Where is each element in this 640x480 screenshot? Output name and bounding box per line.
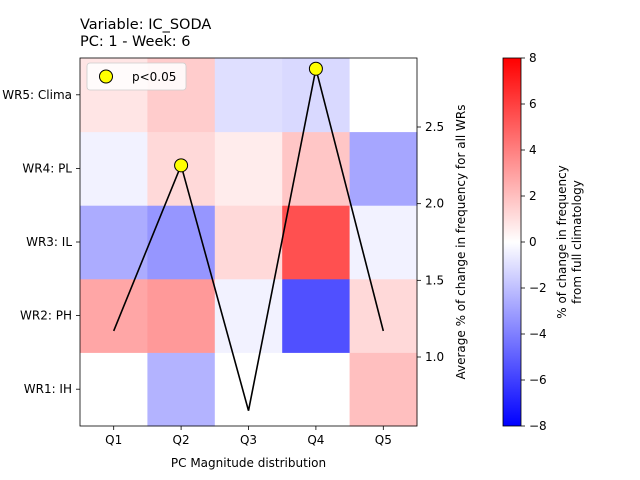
heatmap-cell: [349, 58, 418, 133]
legend-marker: [99, 69, 113, 84]
x-tick-label: Q1: [105, 433, 122, 447]
heatmap-cell: [80, 352, 148, 427]
y-tick-label: WR4: PL: [22, 161, 72, 175]
y-tick-label: WR2: PH: [20, 309, 72, 323]
heatmap-cells: [80, 58, 418, 427]
colorbar: −8 −6 −4 −2 0 2 4 6 8 % of change in frequency f…: [502, 51, 584, 433]
colorbar-label-line2: from full climatology: [570, 180, 584, 304]
y-axis-right: 1.0 1.5 2.0 2.5: [417, 120, 444, 364]
colorbar-tick-label: 6: [529, 97, 537, 111]
heatmap-cell: [147, 278, 216, 353]
heatmap-cell: [282, 352, 351, 427]
right-tick-label: 1.0: [425, 350, 444, 364]
line-series: [112, 68, 385, 411]
heatmap-cell: [349, 352, 418, 427]
heatmap-cell: [214, 352, 283, 427]
heatmap-cell: [214, 205, 283, 280]
chart-title: Variable: IC_SODA PC: 1 - Week: 6: [80, 17, 211, 51]
significance-marker: [174, 158, 189, 173]
right-tick-label: 2.0: [425, 197, 444, 211]
colorbar-tick-label: 2: [529, 189, 537, 203]
colorbar-tick-label: 8: [529, 51, 537, 65]
heatmap-cell: [80, 131, 148, 206]
heatmap-cell: [282, 131, 351, 206]
heatmap-cell: [214, 58, 283, 133]
title-variable: Variable: IC_SODA: [80, 17, 212, 33]
heatmap-cell: [349, 131, 418, 206]
colorbar-tick-label: −4: [529, 327, 547, 341]
colorbar-gradient: [502, 57, 522, 427]
x-tick-label: Q4: [307, 433, 324, 447]
colorbar-tick-label: −8: [529, 419, 547, 433]
colorbar-tick-label: 0: [529, 235, 537, 249]
heatmap-cell: [147, 205, 216, 280]
x-tick-label: Q5: [375, 433, 392, 447]
colorbar-ticks: −8 −6 −4 −2 0 2 4 6 8: [521, 51, 547, 433]
legend-box: [86, 62, 187, 91]
y-tick-label: WR3: IL: [26, 235, 72, 249]
heatmap-cell: [349, 278, 418, 353]
colorbar-tick-label: 4: [529, 143, 537, 157]
significance-marker: [308, 61, 323, 76]
title-pc-week: PC: 1 - Week: 6: [80, 34, 191, 50]
y-axis-left: WR1: IH WR2: PH WR3: IL WR4: PL WR5: Clima: [2, 88, 80, 396]
heatmap-cell: [214, 131, 283, 206]
heatmap-cell: [147, 352, 216, 427]
y-tick-label: WR1: IH: [24, 382, 72, 396]
heatmap-cell: [80, 278, 148, 353]
legend: p<0.05: [86, 62, 187, 91]
y-tick-label: WR5: Clima: [2, 88, 72, 102]
heatmap-cell: [282, 205, 351, 280]
colorbar-label-line1: % of change in frequency: [555, 165, 569, 319]
x-axis: Q1 Q2 Q3 Q4 Q5: [105, 426, 392, 447]
heatmap-cell: [282, 278, 351, 353]
legend-label: p<0.05: [132, 70, 176, 84]
line-layer: [112, 61, 385, 411]
right-axis-label: Average % of change in frequency for all…: [454, 104, 468, 379]
x-tick-label: Q3: [240, 433, 257, 447]
colorbar-tick-label: −2: [529, 281, 547, 295]
right-tick-label: 1.5: [425, 273, 444, 287]
colorbar-tick-label: −6: [529, 373, 547, 387]
right-tick-label: 2.5: [425, 120, 444, 134]
x-axis-label: PC Magnitude distribution: [171, 456, 326, 470]
x-tick-label: Q2: [173, 433, 190, 447]
heatmap-cell: [80, 205, 148, 280]
